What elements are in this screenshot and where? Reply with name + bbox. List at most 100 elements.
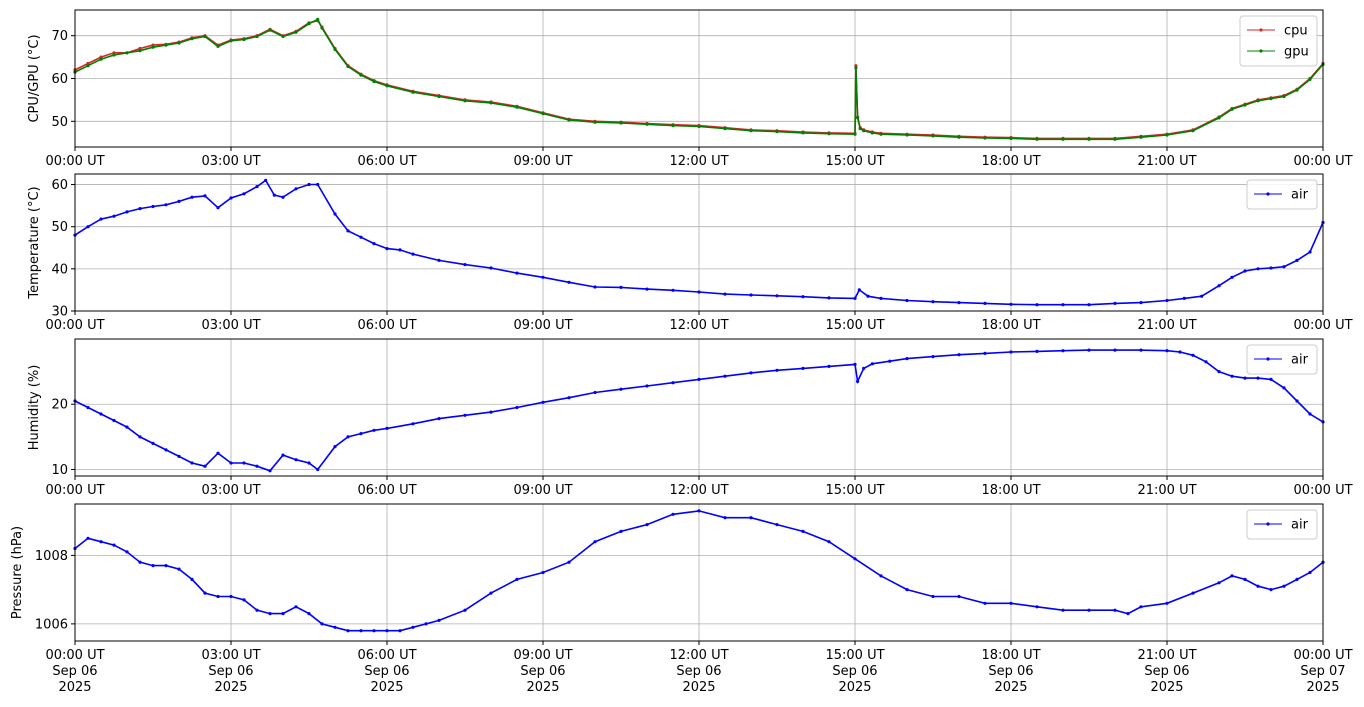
data-point xyxy=(164,564,168,568)
data-point xyxy=(1139,301,1143,305)
data-point xyxy=(1165,601,1169,605)
x-tick-label: 21:00 UT xyxy=(1137,483,1196,498)
data-point xyxy=(1295,258,1299,262)
x-tick-label: 09:00 UT xyxy=(513,154,572,169)
data-point xyxy=(749,293,753,297)
data-point xyxy=(99,217,103,221)
data-point xyxy=(385,629,389,633)
legend: cpu gpu xyxy=(1239,15,1318,67)
data-point xyxy=(1230,275,1234,279)
data-point xyxy=(1139,135,1143,139)
data-point xyxy=(515,105,519,109)
data-point xyxy=(112,214,116,218)
data-point xyxy=(463,263,467,267)
x-tick-date-label: Sep 06 xyxy=(52,664,97,679)
data-point xyxy=(216,44,220,49)
data-point xyxy=(190,461,194,465)
data-point xyxy=(1126,612,1130,616)
data-point xyxy=(697,377,701,381)
x-tick-year-label: 2025 xyxy=(1150,680,1183,695)
y-tick-label: 1008 xyxy=(35,549,68,564)
y-tick-label: 70 xyxy=(51,29,68,44)
x-tick-label: 21:00 UT xyxy=(1137,318,1196,333)
data-point xyxy=(853,362,857,366)
data-point xyxy=(1178,350,1182,354)
data-point xyxy=(1087,303,1091,307)
data-point xyxy=(333,625,337,629)
data-point xyxy=(1282,265,1286,269)
data-point xyxy=(671,381,675,385)
data-point xyxy=(203,464,207,468)
x-tick-date-label: Sep 06 xyxy=(520,664,565,679)
data-point xyxy=(86,225,90,229)
data-point xyxy=(567,118,571,122)
series-air xyxy=(73,348,1325,473)
data-point xyxy=(138,46,142,51)
data-point xyxy=(190,37,194,41)
series-air xyxy=(73,178,1325,307)
data-point xyxy=(372,629,376,633)
x-tick-label: 00:00 UT xyxy=(45,483,104,498)
data-point xyxy=(1009,136,1013,140)
data-point xyxy=(411,252,415,256)
data-point xyxy=(333,47,337,52)
data-point xyxy=(1009,601,1013,605)
data-point xyxy=(1295,88,1299,92)
data-point xyxy=(151,441,155,445)
data-point xyxy=(398,629,402,633)
data-point xyxy=(1217,581,1221,585)
x-tick-label: 09:00 UT xyxy=(513,318,572,333)
data-point xyxy=(86,61,90,66)
data-point xyxy=(749,129,753,133)
data-point xyxy=(870,131,874,135)
data-point xyxy=(489,591,493,595)
data-point xyxy=(1217,284,1221,288)
data-point xyxy=(99,57,103,61)
data-point xyxy=(151,204,155,209)
data-point xyxy=(879,296,883,300)
data-point xyxy=(229,594,233,599)
data-point xyxy=(857,288,861,292)
data-point xyxy=(775,523,779,527)
data-point xyxy=(567,280,571,284)
data-point xyxy=(1165,133,1169,137)
data-point xyxy=(931,134,935,138)
data-point xyxy=(346,629,350,633)
data-point xyxy=(359,73,363,77)
data-point xyxy=(229,39,233,43)
legend-marker xyxy=(1266,522,1270,526)
x-tick-label: 00:00 UT xyxy=(1293,483,1352,498)
legend: air xyxy=(1246,179,1318,210)
data-point xyxy=(1113,137,1117,141)
legend-marker xyxy=(1266,192,1270,196)
x-tick-date-label: Sep 06 xyxy=(208,664,253,679)
legend: air xyxy=(1246,344,1318,375)
data-point xyxy=(1243,103,1247,107)
data-point xyxy=(138,49,142,53)
x-tick-label: 21:00 UT xyxy=(1137,154,1196,169)
data-point xyxy=(86,405,90,410)
data-point xyxy=(723,374,727,378)
data-point xyxy=(307,22,311,26)
data-point xyxy=(437,618,441,623)
data-point xyxy=(1282,584,1286,588)
data-point xyxy=(619,285,623,289)
legend-marker xyxy=(1259,28,1263,32)
data-point xyxy=(1230,107,1234,111)
y-axis-label: Humidity (%) xyxy=(27,365,42,451)
y-tick-label: 60 xyxy=(51,178,68,193)
x-tick-label: 12:00 UT xyxy=(669,483,728,498)
data-point xyxy=(888,359,892,363)
data-point xyxy=(372,79,376,84)
data-point xyxy=(645,523,649,527)
data-point xyxy=(957,353,961,357)
data-point xyxy=(723,292,727,296)
data-point xyxy=(671,124,675,128)
data-point xyxy=(463,99,467,103)
data-point xyxy=(463,413,467,417)
data-point xyxy=(177,454,181,458)
y-axis-label: CPU/GPU (°C) xyxy=(27,34,42,122)
x-tick-label: 00:00 UT xyxy=(45,154,104,169)
data-point xyxy=(854,66,858,70)
data-point xyxy=(1308,250,1312,254)
